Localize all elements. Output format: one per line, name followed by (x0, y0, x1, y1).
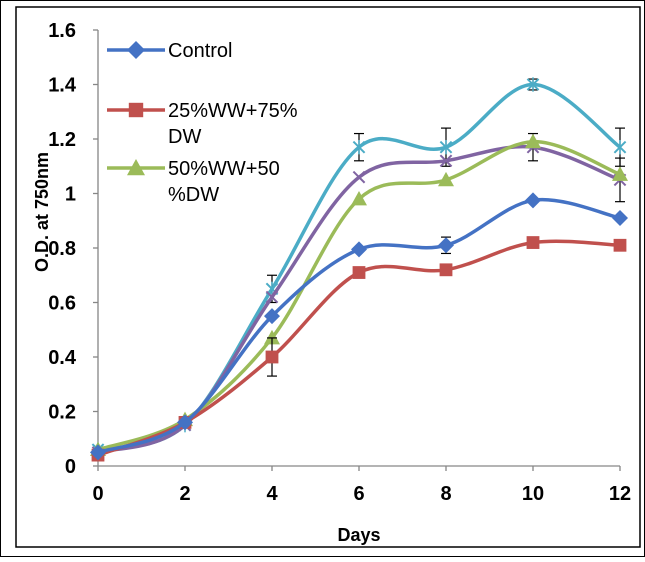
data-point (613, 238, 627, 252)
data-point (264, 329, 280, 345)
data-point (90, 444, 106, 461)
y-tick-label: 0.8 (48, 238, 76, 260)
data-point (265, 350, 279, 364)
y-tick-label: 1.6 (48, 20, 76, 42)
data-point (352, 266, 366, 279)
legend: Control 25%WW+75% DW 50%WW+50 %DW (107, 40, 298, 206)
marker-stroke (439, 154, 453, 168)
legend-label: Control (168, 40, 232, 62)
legend-marker (127, 41, 145, 59)
y-tick-label: 0.2 (48, 402, 76, 424)
data-point (526, 236, 540, 249)
series-1 (90, 192, 628, 461)
x-axis-title: Days (337, 525, 380, 545)
data-point (264, 308, 280, 325)
data-point (438, 237, 454, 254)
data-point (612, 166, 628, 181)
y-tick-label: 1 (65, 184, 76, 206)
legend-marker (127, 159, 145, 176)
y-tick-label: 1.2 (48, 129, 76, 151)
x-tick-label: 0 (92, 483, 103, 505)
data-point (265, 290, 279, 304)
y-tick-label: 0.4 (48, 347, 77, 369)
plot-area-border (15, 6, 641, 548)
marker-stroke (265, 290, 279, 304)
data-point (439, 154, 453, 168)
data-point (438, 171, 454, 187)
data-point (613, 139, 627, 155)
data-point (612, 210, 628, 227)
data-point (439, 263, 453, 277)
x-tick-label: 8 (440, 483, 451, 505)
legend-item-1: Control (107, 40, 232, 62)
y-tick-label: 0.6 (48, 293, 76, 315)
legend-item-2: 25%WW+75% DW (107, 100, 298, 148)
y-tick-label: 1.4 (48, 75, 77, 97)
series-layer (90, 77, 628, 462)
y-axis-title: O.D. at 750nm (32, 152, 52, 272)
data-point (352, 139, 366, 155)
data-point (351, 190, 367, 206)
legend-label: 25%WW+75% (168, 100, 298, 122)
data-point (439, 139, 453, 155)
x-tick-label: 4 (266, 483, 278, 505)
x-tick-label: 2 (179, 483, 190, 505)
axes: 0 0.2 0.4 0.6 0.8 1 1.2 1.4 1.6 0 2 4 6 8 10 12 (48, 20, 631, 505)
data-point (526, 77, 540, 92)
legend-label: 50%WW+50 (168, 158, 280, 180)
legend-label: %DW (168, 184, 219, 206)
data-point (525, 192, 541, 209)
data-point (177, 414, 193, 431)
x-tick-label: 10 (522, 483, 544, 505)
data-point (351, 241, 367, 258)
legend-label: DW (168, 126, 201, 148)
data-point (352, 170, 366, 184)
legend-item-3: 50%WW+50 %DW (107, 158, 280, 206)
x-tick-label: 12 (609, 483, 631, 505)
marker-stroke (352, 170, 366, 184)
y-tick-label: 0 (65, 456, 76, 478)
x-tick-label: 6 (353, 483, 364, 505)
legend-marker (128, 102, 144, 118)
data-point (525, 133, 541, 149)
